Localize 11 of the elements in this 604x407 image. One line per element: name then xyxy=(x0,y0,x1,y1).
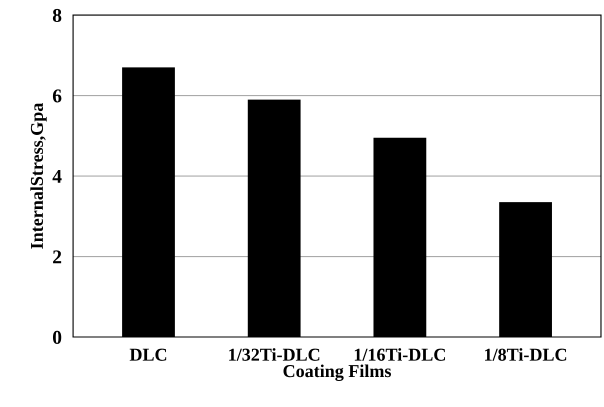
y-tick-label: 0 xyxy=(52,330,62,344)
y-tick-label: 6 xyxy=(52,89,62,102)
y-axis-title: InternalStress,Gpa xyxy=(30,102,47,249)
x-tick-label: 1/16Ti-DLC xyxy=(354,348,445,361)
y-tick-label: 8 xyxy=(52,8,62,22)
x-tick-label: DLC xyxy=(130,348,166,361)
y-tick-label: 4 xyxy=(52,170,62,183)
x-tick-label: 1/32Ti-DLC xyxy=(229,348,320,361)
x-tick-label: 1/8Ti-DLC xyxy=(485,348,566,361)
y-tick-label: 2 xyxy=(53,250,62,264)
x-axis-title: Coating Films xyxy=(284,364,392,381)
